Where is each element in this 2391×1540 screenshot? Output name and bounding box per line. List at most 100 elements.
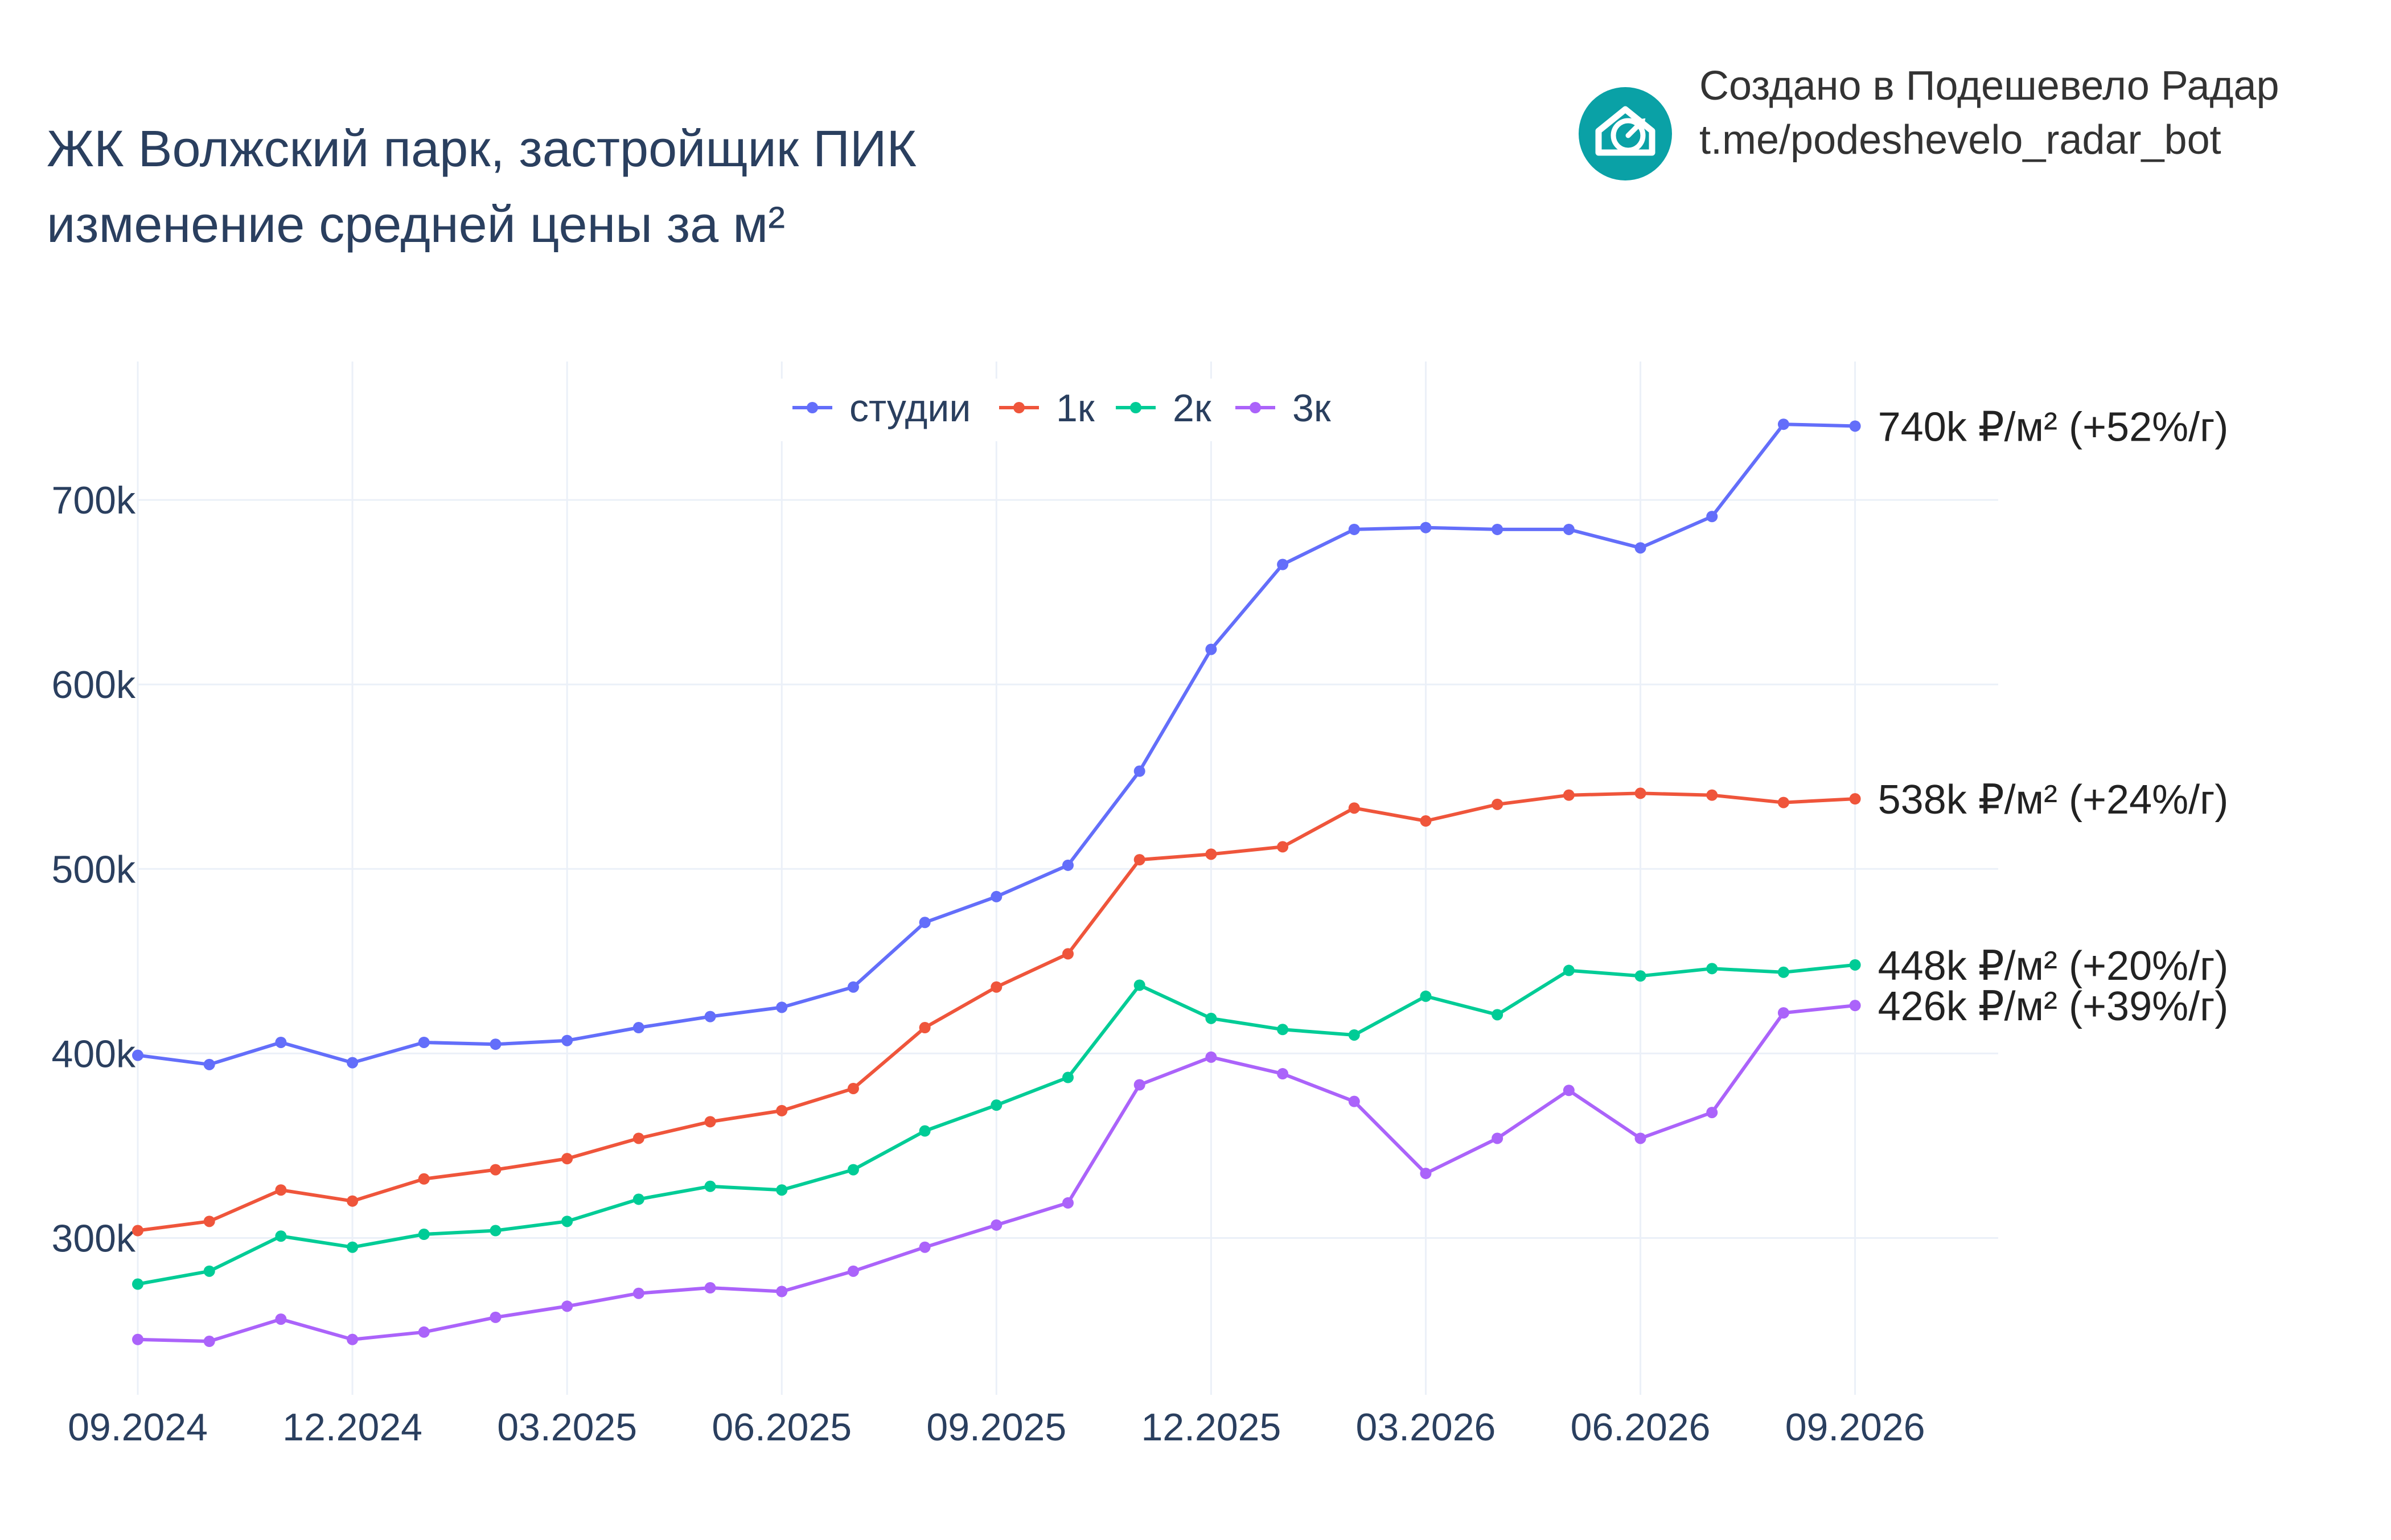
legend-marker: [1250, 402, 1261, 413]
data-point: [1849, 793, 1861, 805]
x-tick-label: 09.2025: [926, 1406, 1066, 1449]
data-point: [1205, 1051, 1217, 1063]
x-tick-label: 12.2024: [282, 1406, 422, 1449]
data-point: [203, 1215, 215, 1227]
data-point: [1634, 1132, 1646, 1144]
series-end-label: 448k ₽/м² (+20%/г): [1878, 943, 2229, 989]
data-point: [776, 1001, 788, 1013]
data-point: [776, 1286, 788, 1297]
data-point: [347, 1195, 359, 1207]
data-point: [632, 1193, 644, 1205]
data-point: [275, 1036, 287, 1048]
data-point: [1777, 966, 1789, 978]
data-point: [1849, 420, 1861, 432]
data-point: [991, 890, 1003, 902]
data-point: [203, 1058, 215, 1070]
data-point: [776, 1104, 788, 1116]
data-point: [132, 1049, 143, 1061]
legend-label: студии: [849, 387, 971, 430]
data-point: [704, 1180, 716, 1192]
data-point: [1205, 1012, 1217, 1024]
data-point: [418, 1173, 430, 1185]
legend: студии 1к 2к 3к: [780, 379, 1344, 441]
data-point: [347, 1333, 359, 1345]
data-point: [1492, 523, 1503, 535]
legend-marker: [807, 402, 818, 413]
data-point: [1492, 1132, 1503, 1144]
data-point: [1563, 789, 1575, 801]
data-point: [1277, 841, 1289, 853]
data-point: [991, 1219, 1003, 1231]
y-tick-label: 500k: [52, 848, 136, 891]
data-point: [632, 1287, 644, 1299]
data-point: [919, 1125, 931, 1137]
data-point: [919, 1241, 931, 1253]
x-tick-label: 09.2026: [1785, 1406, 1925, 1449]
data-point: [847, 1164, 859, 1176]
data-point: [1420, 990, 1432, 1002]
data-point: [347, 1241, 359, 1253]
data-point: [1420, 815, 1432, 827]
y-tick-label: 600k: [52, 663, 136, 707]
x-tick-label: 03.2026: [1356, 1406, 1496, 1449]
data-point: [991, 981, 1003, 993]
data-point: [1062, 1197, 1074, 1209]
data-point: [1348, 1029, 1360, 1041]
data-point: [561, 1215, 573, 1227]
data-point: [561, 1300, 573, 1312]
data-point: [1205, 643, 1217, 655]
series-end-label: 538k ₽/м² (+24%/г): [1878, 777, 2229, 823]
data-point: [132, 1278, 143, 1290]
data-point: [919, 1022, 931, 1034]
data-point: [1777, 418, 1789, 430]
data-point: [704, 1011, 716, 1022]
data-point: [1277, 1068, 1289, 1080]
data-point: [1563, 964, 1575, 976]
data-point: [1062, 859, 1074, 871]
data-point: [1277, 1024, 1289, 1036]
grid-layer: [137, 362, 1998, 1395]
data-point: [490, 1225, 502, 1237]
data-point: [1849, 959, 1861, 971]
legend-marker: [1130, 402, 1141, 413]
brand-line-1: Создано в Подешевело Радар: [1699, 63, 2279, 109]
data-point: [1277, 558, 1289, 570]
chart-title-line-2: изменение средней цены за м²: [47, 196, 785, 253]
chart-title-line-1: ЖК Волжский парк, застройщик ПИК: [47, 121, 917, 178]
legend-label: 2к: [1173, 387, 1212, 430]
data-point: [1706, 511, 1718, 523]
data-point: [1706, 1107, 1718, 1119]
data-point: [1634, 542, 1646, 554]
data-point: [991, 1099, 1003, 1111]
data-point: [919, 917, 931, 929]
legend-label: 1к: [1056, 387, 1095, 430]
data-point: [418, 1036, 430, 1048]
data-point: [1849, 1000, 1861, 1012]
data-point: [1205, 848, 1217, 860]
y-tick-label: 700k: [52, 479, 136, 522]
x-tick-label: 09.2024: [68, 1406, 208, 1449]
data-point: [1133, 1079, 1145, 1091]
data-point: [847, 1082, 859, 1094]
data-point: [1348, 1095, 1360, 1107]
data-point: [1420, 521, 1432, 533]
data-point: [632, 1132, 644, 1144]
legend-background: [780, 379, 1344, 441]
data-point: [1563, 1085, 1575, 1097]
data-point: [132, 1225, 143, 1237]
data-point: [490, 1164, 502, 1176]
data-point: [1563, 523, 1575, 535]
data-point: [1492, 1009, 1503, 1021]
data-point: [203, 1265, 215, 1277]
data-point: [275, 1313, 287, 1325]
x-tick-label: 12.2025: [1141, 1406, 1281, 1449]
data-point: [418, 1326, 430, 1338]
data-point: [203, 1336, 215, 1348]
data-point: [561, 1153, 573, 1165]
data-point: [632, 1022, 644, 1034]
data-point: [1133, 979, 1145, 991]
x-tick-label: 06.2026: [1571, 1406, 1711, 1449]
data-point: [275, 1230, 287, 1242]
